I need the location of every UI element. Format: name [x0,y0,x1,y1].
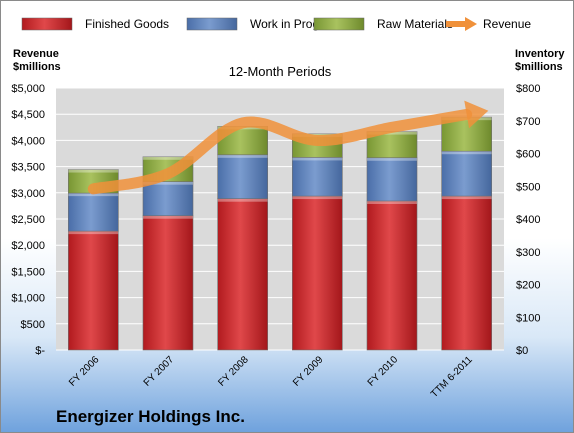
category-label: FY 2009 [291,354,326,389]
bar-highlight [217,198,268,202]
legend-swatch [186,17,238,31]
bar-highlight [367,131,417,135]
left-axis-title: $millions [13,61,61,73]
bar-work-in-progress [142,181,194,217]
right-axis-title: Inventory [515,48,565,60]
right-tick-label: $100 [516,312,540,324]
bar-finished-goods [366,200,418,351]
left-tick-label: $1,500 [11,266,45,278]
bar-work-in-progress [68,192,119,232]
bar-highlight [143,156,193,160]
bar-work-in-progress [292,157,343,197]
bar-highlight [68,231,119,235]
category-label: FY 2007 [142,354,177,389]
left-tick-label: $4,500 [11,109,45,121]
left-tick-label: $2,500 [11,214,45,226]
bar-highlight [292,196,343,200]
bar-finished-goods [68,230,119,351]
bar-finished-goods [441,195,492,351]
right-tick-label: $300 [516,247,540,259]
category-label: FY 2010 [366,354,401,389]
right-axis-title: $millions [515,61,563,73]
bar-highlight [441,151,492,155]
left-tick-label: $2,000 [11,240,45,252]
bar-finished-goods [292,195,343,351]
bar-highlight [292,157,343,161]
bar-highlight [143,215,193,219]
bar-finished-goods [217,198,268,351]
right-tick-label: $800 [516,83,540,95]
legend-arrow [465,17,477,31]
right-tick-label: $600 [516,149,540,161]
legend-swatch [21,17,73,31]
left-tick-label: $- [35,345,45,357]
bar-work-in-progress [217,154,268,199]
left-tick-label: $3,000 [11,188,45,200]
bar-work-in-progress [366,157,418,202]
legend-label: Finished Goods [85,17,169,31]
bar-highlight [441,196,492,200]
bar-finished-goods [142,215,194,351]
left-axis-title: Revenue [13,48,59,60]
category-label: TTM 6-2011 [429,354,475,400]
category-label: FY 2008 [216,354,251,389]
right-tick-label: $0 [516,345,528,357]
left-tick-label: $1,000 [11,293,45,305]
right-tick-label: $500 [516,181,540,193]
bar-highlight [68,169,119,173]
bar-highlight [68,193,119,197]
chart-title: 12-Month Periods [229,64,332,79]
bar-highlight [217,154,268,158]
left-tick-label: $500 [21,319,45,331]
left-tick-label: $5,000 [11,83,45,95]
legend-label: Raw Materials [377,17,453,31]
left-tick-label: $4,000 [11,135,45,147]
legend-label: Revenue [483,17,531,31]
company-name: Energizer Holdings Inc. [56,407,245,426]
bar-highlight [367,157,417,161]
right-tick-label: $700 [516,116,540,128]
bar-highlight [367,200,417,204]
revenue-arrowhead [464,100,489,129]
category-label: FY 2006 [67,354,102,389]
left-tick-label: $3,500 [11,162,45,174]
revenue-line [87,108,473,195]
bar-highlight [143,181,193,185]
legend-swatch [313,17,365,31]
right-tick-label: $400 [516,214,540,226]
right-tick-label: $200 [516,280,540,292]
bar-work-in-progress [441,150,492,197]
